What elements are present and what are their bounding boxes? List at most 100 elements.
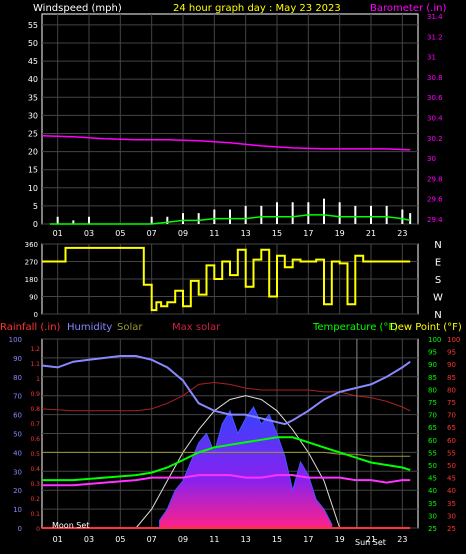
legend-humidity: Humidity [67,322,112,333]
baro-tick-label: 30.8 [427,74,443,82]
legend-solar: Solar [117,322,143,333]
dew-tick-label: 30 [447,512,456,520]
dew-tick-label: 40 [447,487,456,495]
rain-tick-label: 1 [36,376,40,383]
humidity-tick-label: 30 [13,468,22,476]
humidity-tick-label: 50 [13,431,22,439]
humidity-tick-label: 90 [13,355,22,363]
humidity-tick-label: 60 [13,412,22,420]
p1-x-tick: 05 [115,229,125,238]
rain-tick-label: 0.2 [30,496,40,503]
barometer-line [41,134,411,151]
dew-tick-label: 100 [447,336,460,344]
humidity-tick-label: 70 [13,393,22,401]
dew-tick-label: 65 [447,424,456,432]
compass-label: W [433,293,443,304]
wind-tick-label: 15 [28,166,38,175]
p3-x-tick: 17 [303,535,313,544]
p1-x-tick: 03 [84,229,94,238]
humidity-temp-panel: 010203040506070809010000.10.20.30.40.50.… [9,336,461,544]
compass-label: N [434,240,441,251]
dew-tick-label: 35 [447,500,456,508]
dew-tick-label: 50 [447,462,456,470]
dew-tick-label: 85 [447,374,456,382]
legend-rainfall: Rainfall (.in) [0,322,61,333]
p1-x-tick: 21 [366,229,376,238]
compass-label: E [435,258,441,269]
dew-tick-label: 90 [447,361,456,369]
p3-x-tick: 23 [397,535,407,544]
temp-tick-label: 50 [428,462,437,470]
dew-tick-label: 75 [447,399,456,407]
baro-tick-label: 30 [427,155,436,163]
temp-tick-label: 55 [428,449,437,457]
header-labels: Windspeed (mph) 24 hour graph day : May … [0,3,462,547]
dir-tick-label: 0 [34,311,38,319]
wind-direction-line [42,246,411,312]
temp-tick-label: 95 [428,349,437,357]
p3-x-tick: 21 [366,535,376,544]
p1-x-tick: 07 [147,229,157,238]
rain-tick-label: 0.1 [30,511,40,518]
rain-tick-label: 0.7 [30,421,40,428]
temp-tick-label: 85 [428,374,437,382]
p1-x-tick: 19 [335,229,345,238]
temp-tick-label: 65 [428,424,437,432]
p1-x-tick: 01 [53,229,63,238]
humidity-tick-label: 10 [13,506,22,514]
temp-tick-label: 75 [428,399,437,407]
temp-tick-label: 70 [428,412,437,420]
wind-baro-panel: 051015202530354045505529.429.629.83030.2… [28,13,443,238]
rain-tick-label: 0.3 [30,481,40,488]
temp-tick-label: 40 [428,487,437,495]
p1-x-tick: 17 [303,229,313,238]
wind-tick-label: 20 [28,148,38,157]
wind-tick-label: 30 [28,111,38,120]
dew-tick-label: 95 [447,349,456,357]
p3-x-tick: 03 [84,535,94,544]
p1-x-tick: 15 [272,229,282,238]
legend-max-solar: Max solar [172,322,221,333]
max-solar-line [41,381,411,412]
p1-x-tick: 11 [209,229,219,238]
p3-x-tick: 15 [272,535,282,544]
wind-tick-label: 0 [33,220,38,229]
rain-tick-label: 0 [36,526,40,533]
p3-x-tick: 09 [178,535,188,544]
p3-x-tick: 19 [335,535,345,544]
temp-tick-label: 80 [428,386,437,394]
dir-tick-label: 90 [29,294,38,302]
temp-tick-label: 30 [428,512,437,520]
temp-tick-label: 60 [428,437,437,445]
p1-frame [41,13,419,225]
wind-tick-label: 10 [28,184,38,193]
temp-tick-label: 45 [428,475,437,483]
baro-tick-label: 29.8 [427,175,443,183]
humidity-tick-label: 0 [18,525,22,533]
humidity-tick-label: 80 [13,374,22,382]
temp-tick-label: 25 [428,525,437,533]
temperature-line [42,474,411,487]
wind-tick-label: 40 [28,75,38,84]
max-solar-curve [135,395,341,529]
humidity-tick-label: 40 [13,449,22,457]
wind-tick-label: 25 [28,129,38,138]
baro-tick-label: 31.4 [427,13,443,21]
wind-tick-label: 55 [28,21,38,30]
graph-title: 24 hour graph day : May 23 2023 [173,3,341,14]
p3-x-tick: 05 [115,535,125,544]
barometer-axis-label: Barometer (.in) [370,3,446,14]
legend-temperature: Temperature (°F) [312,322,398,333]
dew-tick-label: 80 [447,386,456,394]
temp-tick-label: 35 [428,500,437,508]
rain-tick-label: 0.6 [30,436,40,443]
windspeed-axis-label: Windspeed (mph) [33,3,122,14]
moon-set-annotation: Moon Set [52,521,89,530]
rain-tick-label: 0.4 [30,466,40,473]
temp-tick-label: 90 [428,361,437,369]
temp-tick-label: 100 [428,336,441,344]
baro-tick-label: 30.4 [427,114,443,122]
p3-x-tick: 13 [241,535,251,544]
